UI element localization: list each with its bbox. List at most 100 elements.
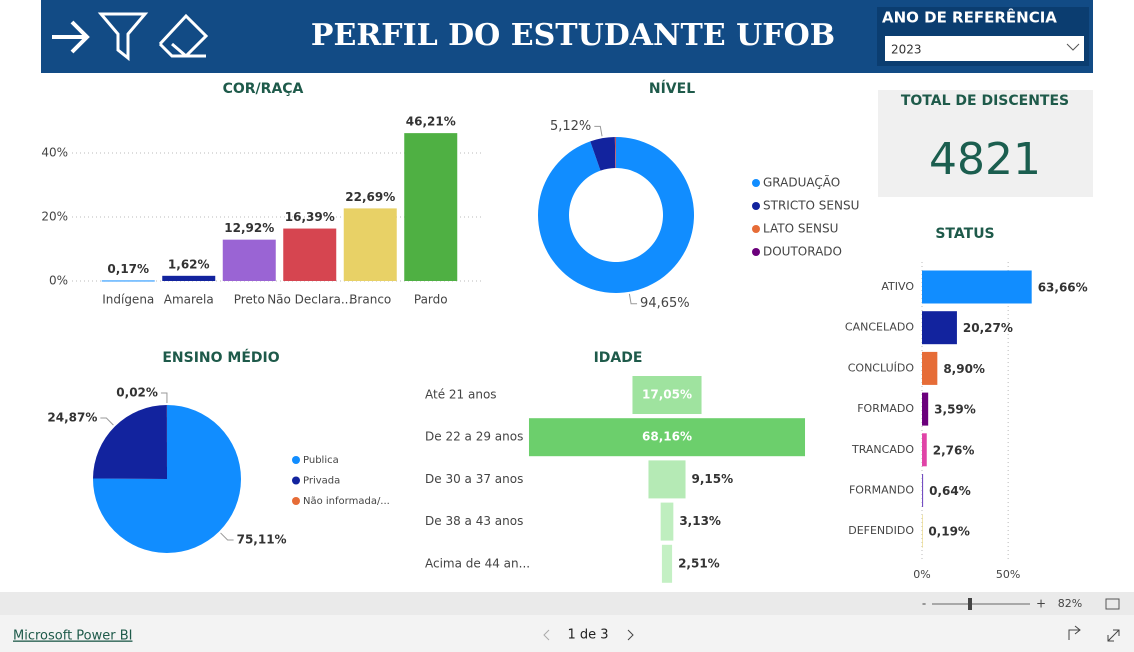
slice bbox=[614, 137, 616, 169]
zoom-in[interactable]: + bbox=[1036, 597, 1046, 611]
zoom-bar bbox=[0, 592, 1134, 615]
legend-label: DOUTORADO bbox=[763, 245, 842, 259]
zoom-thumb[interactable] bbox=[968, 598, 972, 610]
funnel-bar bbox=[660, 502, 674, 541]
data-label: 0,64% bbox=[929, 484, 971, 498]
data-label: 0,02% bbox=[116, 386, 158, 400]
data-label: 3,13% bbox=[679, 514, 721, 528]
x-tick-label: Pardo bbox=[414, 293, 448, 307]
x-tick-label: 0% bbox=[913, 568, 930, 581]
bar bbox=[922, 311, 957, 345]
funnel-bar bbox=[648, 460, 686, 499]
legend-marker bbox=[292, 497, 300, 505]
leader-line bbox=[628, 293, 638, 305]
bar bbox=[922, 392, 929, 426]
bar bbox=[101, 280, 155, 282]
filter-value: 2023 bbox=[891, 43, 922, 57]
data-label: 5,12% bbox=[550, 119, 591, 134]
y-tick-label: 20% bbox=[41, 210, 68, 224]
bar bbox=[283, 228, 337, 281]
data-label: 1,62% bbox=[168, 257, 210, 271]
legend-label: STRICTO SENSU bbox=[763, 199, 859, 213]
kpi-value: 4821 bbox=[929, 134, 1041, 185]
kpi-label: TOTAL DE DISCENTES bbox=[901, 93, 1069, 109]
category-label: DEFENDIDO bbox=[848, 524, 914, 537]
data-label: 22,69% bbox=[345, 190, 395, 204]
bar bbox=[222, 239, 276, 281]
leader-line bbox=[160, 392, 168, 404]
legend-marker bbox=[292, 476, 300, 485]
category-label: De 22 a 29 anos bbox=[425, 430, 523, 444]
fit-icon[interactable] bbox=[1105, 598, 1120, 610]
data-label: 2,51% bbox=[678, 556, 720, 570]
data-label: 2,76% bbox=[933, 443, 975, 457]
next-page[interactable] bbox=[627, 629, 634, 641]
legend-label: Privada bbox=[303, 476, 340, 487]
toolbar-icons bbox=[52, 12, 209, 62]
dropdown-chevron[interactable] bbox=[1066, 43, 1080, 51]
chart-title: STATUS bbox=[935, 226, 994, 242]
funnel-bar bbox=[528, 418, 806, 457]
data-label: 20,27% bbox=[963, 321, 1013, 335]
prev-page[interactable] bbox=[543, 629, 550, 641]
fullscreen-icon[interactable] bbox=[1107, 629, 1120, 642]
category-label: TRANCADO bbox=[851, 443, 914, 456]
funnel-bar bbox=[632, 376, 702, 414]
chart-title: NÍVEL bbox=[649, 80, 695, 97]
zoom-out[interactable]: - bbox=[922, 597, 926, 611]
data-label: 46,21% bbox=[406, 115, 456, 129]
bar bbox=[162, 275, 216, 281]
eraser-icon[interactable] bbox=[158, 13, 209, 58]
data-label: 9,15% bbox=[692, 472, 734, 486]
category-label: De 38 a 43 anos bbox=[425, 514, 523, 528]
legend-label: Não informada/... bbox=[303, 496, 390, 507]
leader-line bbox=[594, 125, 603, 137]
bar bbox=[922, 433, 927, 467]
data-label: 3,59% bbox=[934, 403, 976, 417]
x-tick-label: Indígena bbox=[102, 293, 154, 307]
data-label: 63,66% bbox=[1038, 281, 1088, 295]
data-label: 24,87% bbox=[47, 411, 97, 425]
category-label: CANCELADO bbox=[845, 321, 914, 334]
data-label: 17,05% bbox=[642, 388, 692, 402]
legend-marker bbox=[752, 179, 760, 187]
arrow-icon[interactable] bbox=[52, 20, 90, 54]
slice bbox=[590, 137, 616, 171]
page-title: PERFIL DO ESTUDANTE UFOB bbox=[311, 18, 835, 53]
bar bbox=[922, 474, 924, 507]
data-label: 8,90% bbox=[943, 362, 985, 376]
data-label: 75,11% bbox=[237, 533, 287, 547]
filter-label: ANO DE REFERÊNCIA bbox=[882, 8, 1057, 27]
legend-marker bbox=[292, 456, 300, 464]
category-label: Até 21 anos bbox=[425, 388, 497, 402]
bar bbox=[922, 270, 1032, 304]
category-label: ATIVO bbox=[881, 280, 914, 293]
footer-bar bbox=[0, 615, 1134, 652]
x-tick-label: Amarela bbox=[164, 293, 214, 307]
x-tick-label: 50% bbox=[996, 568, 1020, 581]
data-label: 68,16% bbox=[642, 430, 692, 444]
legend-marker bbox=[752, 202, 760, 210]
category-label: De 30 a 37 anos bbox=[425, 472, 523, 486]
brand-link[interactable]: Microsoft Power BI bbox=[13, 629, 132, 644]
category-label: Acima de 44 an... bbox=[425, 556, 530, 570]
x-tick-label: Preto bbox=[234, 293, 265, 307]
bar bbox=[343, 208, 397, 281]
filter-dropdown[interactable] bbox=[885, 36, 1084, 61]
y-tick-label: 0% bbox=[49, 274, 68, 288]
legend-label: LATO SENSU bbox=[763, 222, 838, 236]
slice bbox=[93, 405, 167, 479]
share-icon[interactable] bbox=[1068, 625, 1081, 640]
category-label: FORMADO bbox=[857, 402, 914, 415]
data-label: 0,17% bbox=[107, 262, 149, 276]
legend-label: Publica bbox=[303, 455, 339, 466]
chart-title: ENSINO MÉDIO bbox=[162, 349, 279, 366]
filter-icon[interactable] bbox=[97, 12, 149, 62]
x-tick-label: Não Declara... bbox=[267, 293, 352, 307]
data-label: 94,65% bbox=[640, 296, 690, 311]
data-label: 16,39% bbox=[285, 210, 335, 224]
leader-line bbox=[100, 417, 114, 426]
chart-title: IDADE bbox=[594, 350, 643, 366]
legend-label: GRADUAÇÃO bbox=[763, 175, 840, 190]
slice bbox=[538, 137, 694, 293]
